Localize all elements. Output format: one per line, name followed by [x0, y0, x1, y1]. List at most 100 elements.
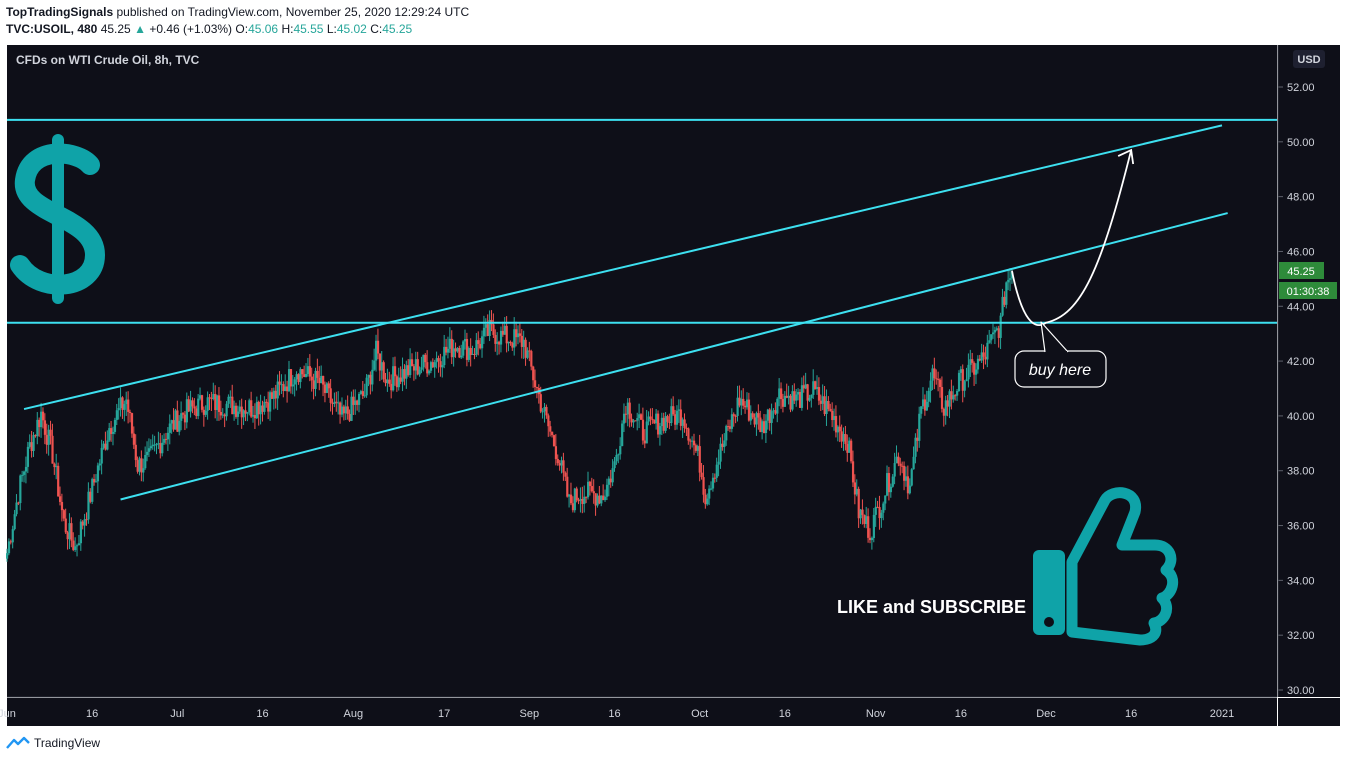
candle-body — [831, 410, 834, 421]
candle-body — [348, 413, 351, 421]
candle-body — [836, 426, 840, 433]
candle-body — [437, 358, 440, 362]
price-tick-label: 36.00 — [1287, 521, 1315, 533]
candle-body — [85, 519, 88, 521]
candle-body — [407, 365, 410, 376]
candle-body — [613, 461, 616, 469]
candle-body — [98, 463, 101, 466]
candle-body — [318, 377, 321, 384]
candle-body — [516, 333, 520, 338]
candle-body — [933, 368, 936, 379]
candle-body — [289, 369, 293, 387]
publisher-name[interactable]: TopTradingSignals — [6, 5, 114, 19]
candle-body — [634, 420, 637, 422]
candle-body — [568, 494, 571, 497]
candle-body — [397, 377, 400, 388]
candle-body — [104, 443, 107, 450]
candle-body — [621, 423, 624, 447]
last-price-badge-text: 45.25 — [1287, 266, 1315, 278]
candle-body — [193, 406, 196, 409]
candle-body — [639, 414, 643, 420]
candle-body — [908, 485, 911, 494]
candle-body — [920, 406, 923, 414]
candle-body — [57, 465, 60, 497]
candle-body — [993, 329, 997, 333]
candle-body — [649, 416, 652, 419]
candle-body — [657, 413, 660, 435]
candle-body — [833, 416, 836, 421]
candle-body — [889, 486, 893, 493]
candle-body — [685, 427, 688, 429]
candle-body — [401, 369, 404, 382]
candle-body — [40, 411, 43, 428]
candle-body — [390, 383, 393, 391]
candle-body — [974, 369, 978, 375]
candle-body — [83, 519, 86, 526]
candle-body — [842, 434, 845, 442]
candle-body — [359, 391, 363, 394]
candle-body — [340, 406, 344, 415]
candle-body — [691, 440, 694, 442]
candle-body — [532, 366, 535, 381]
candle-body — [1001, 296, 1004, 316]
candle-body — [252, 415, 255, 417]
candle-body — [96, 465, 100, 482]
candle-body — [471, 353, 474, 355]
candle-body — [395, 376, 399, 388]
candle-body — [700, 472, 703, 478]
candle-body — [609, 478, 612, 483]
candle-body — [132, 433, 135, 445]
symbol-label: TVC:USOIL, 480 — [6, 22, 98, 36]
candle-body — [267, 402, 270, 412]
candle-body — [373, 360, 376, 370]
price-axis[interactable] — [1278, 45, 1340, 697]
high-value: 45.55 — [293, 22, 324, 36]
candle-body — [687, 428, 690, 441]
candlestick-series — [6, 268, 1014, 562]
candle-body — [70, 523, 73, 541]
candle-body — [197, 398, 200, 417]
candle-body — [903, 465, 906, 481]
candle-body — [742, 398, 745, 406]
time-axis[interactable] — [7, 698, 1277, 726]
candle-body — [600, 495, 603, 504]
candle-body — [534, 380, 537, 388]
candle-body — [571, 503, 575, 511]
candle-body — [884, 495, 887, 504]
candle-body — [159, 443, 162, 454]
candle-body — [698, 446, 701, 473]
candle-body — [484, 324, 488, 328]
candle-body — [79, 521, 83, 544]
candle-body — [944, 400, 947, 416]
candle-body — [486, 324, 489, 336]
candle-body — [117, 408, 120, 411]
candle-body — [562, 460, 565, 473]
candle-body — [751, 413, 754, 418]
candle-body — [9, 541, 12, 543]
candle-body — [208, 397, 211, 399]
candle-body — [899, 463, 902, 466]
candle-body — [314, 370, 317, 389]
candle-body — [23, 471, 26, 475]
candle-body — [778, 388, 781, 399]
candle-body — [253, 415, 257, 419]
candle-body — [969, 359, 972, 365]
candle-body — [286, 386, 289, 392]
candle-body — [72, 540, 75, 550]
candle-body — [753, 417, 756, 425]
publisher-line: TopTradingSignals published on TradingVi… — [6, 5, 469, 19]
candle-body — [418, 369, 421, 375]
candle-body — [217, 395, 221, 412]
candle-body — [581, 498, 584, 504]
candle-body — [64, 518, 67, 533]
candle-body — [766, 409, 769, 421]
tradingview-logo-icon — [6, 736, 30, 749]
time-tick-label: 17 — [438, 708, 450, 720]
tradingview-footer[interactable]: TradingView — [6, 736, 100, 750]
candle-body — [144, 455, 147, 469]
time-ticks: Jun 16 Jul 16 Aug 17 Sep 16 Oct 16 Nov 16 Dec 16 2021 — [0, 696, 1277, 720]
countdown-badge — [1279, 282, 1337, 299]
candle-body — [971, 359, 974, 363]
buy-here-callout: buy here — [1014, 321, 1107, 388]
